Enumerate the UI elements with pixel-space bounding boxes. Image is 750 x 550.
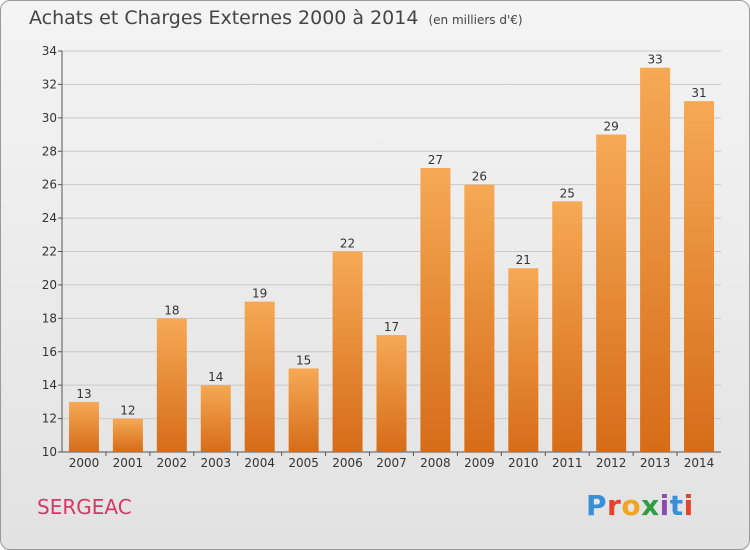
logo-letter: o [621, 489, 642, 522]
x-tick-label: 2013 [640, 456, 671, 470]
y-tick-label: 14 [42, 378, 57, 392]
data-label: 17 [384, 320, 399, 334]
logo-letter: x [641, 489, 660, 522]
y-tick-label: 12 [42, 412, 57, 426]
x-tick-label: 2004 [244, 456, 275, 470]
x-tick-label: 2009 [464, 456, 495, 470]
x-tick-label: 2008 [420, 456, 451, 470]
x-tick-label: 2014 [684, 456, 715, 470]
data-label: 26 [472, 170, 487, 184]
bar [464, 184, 495, 452]
bar [288, 368, 319, 452]
data-label: 31 [691, 86, 706, 100]
data-label: 33 [647, 53, 662, 67]
logo-letter: i [683, 489, 694, 522]
x-tick-label: 2012 [596, 456, 627, 470]
x-tick-label: 2010 [508, 456, 539, 470]
data-label: 13 [76, 387, 91, 401]
y-tick-label: 34 [42, 44, 57, 58]
bar [376, 335, 407, 452]
x-tick-label: 2006 [332, 456, 363, 470]
bar [332, 251, 363, 452]
bar [552, 201, 583, 452]
y-tick-label: 30 [42, 111, 57, 125]
y-tick-label: 10 [42, 445, 57, 459]
bar [68, 401, 99, 452]
chart-unit: (en milliers d'€) [428, 13, 523, 27]
y-tick-label: 26 [42, 178, 57, 192]
logo-letter: r [607, 489, 622, 522]
y-tick-label: 24 [42, 211, 57, 225]
x-tick-label: 2000 [69, 456, 100, 470]
proxiti-logo: Proxiti [586, 489, 694, 522]
data-label: 12 [120, 404, 135, 418]
bar [508, 268, 539, 452]
bar [684, 101, 715, 452]
y-tick-label: 22 [42, 245, 57, 259]
x-tick-label: 2011 [552, 456, 583, 470]
logo-letter: P [586, 489, 608, 522]
data-label: 18 [164, 303, 179, 317]
bar [112, 418, 143, 452]
bar [156, 318, 187, 452]
bar [244, 301, 275, 452]
x-tick-label: 2002 [157, 456, 188, 470]
bar [420, 167, 451, 453]
x-tick-label: 2007 [376, 456, 407, 470]
y-tick-label: 16 [42, 345, 57, 359]
x-tick-label: 2005 [288, 456, 319, 470]
data-label: 22 [340, 237, 355, 251]
bar [640, 67, 671, 452]
y-tick-label: 28 [42, 144, 57, 158]
x-tick-label: 2001 [113, 456, 144, 470]
chart-title: Achats et Charges Externes 2000 à 2014 (e… [29, 7, 523, 29]
data-label: 27 [428, 153, 443, 167]
data-label: 19 [252, 287, 267, 301]
bar [200, 385, 231, 452]
data-label: 21 [516, 253, 531, 267]
x-tick-label: 2003 [200, 456, 231, 470]
bar [596, 134, 627, 452]
data-label: 15 [296, 353, 311, 367]
y-tick-label: 20 [42, 278, 57, 292]
logo-letter: t [669, 489, 684, 522]
logo-letter: i [659, 489, 670, 522]
chart-title-text: Achats et Charges Externes 2000 à 2014 [29, 7, 419, 29]
data-label: 14 [208, 370, 223, 384]
commune-name: SERGEAC [37, 495, 132, 519]
y-tick-label: 32 [42, 77, 57, 91]
data-label: 29 [604, 120, 619, 134]
data-label: 25 [560, 186, 575, 200]
y-tick-label: 18 [42, 311, 57, 325]
